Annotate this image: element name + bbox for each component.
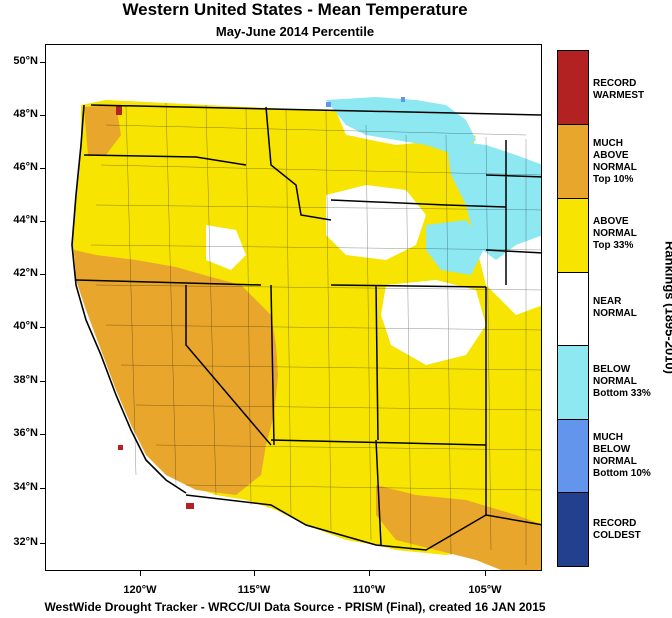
legend-title: Rankings (1895-2010): [662, 241, 672, 374]
lat-label: 42°N: [13, 267, 38, 279]
legend-swatch-much-below-normal: [558, 420, 588, 493]
lat-tick: [40, 115, 45, 116]
lat-tick: [40, 274, 45, 275]
lat-tick: [40, 543, 45, 544]
temperature-percentile-map: [46, 45, 541, 570]
legend-label-below-normal: BELOW NORMAL Bottom 33%: [593, 364, 651, 399]
county-boundaries: [90, 102, 541, 565]
map-panel: [45, 44, 542, 571]
lat-label: 34°N: [13, 481, 38, 493]
lat-tick: [40, 327, 45, 328]
legend-swatch-near-normal: [558, 273, 588, 346]
lon-tick: [369, 571, 370, 576]
legend-label-above-normal: ABOVE NORMAL Top 33%: [593, 216, 637, 251]
lon-label: 120°W: [123, 584, 157, 596]
lon-label: 110°W: [352, 584, 386, 596]
legend-swatch-above-normal: [558, 199, 588, 273]
lat-tick: [40, 168, 45, 169]
much-above-normal-region-southwest: [376, 485, 541, 570]
much-above-normal-region-wa: [84, 105, 121, 155]
record-warmest-spot: [118, 445, 123, 450]
near-normal-region-colorado: [381, 280, 486, 365]
lat-label: 44°N: [13, 214, 38, 226]
lat-label: 36°N: [13, 427, 38, 439]
legend-colorbar: [557, 50, 589, 567]
coastline: [71, 104, 187, 494]
legend-label-near-normal: NEAR NORMAL: [593, 296, 637, 319]
footer-credit: WestWide Drought Tracker - WRCC/UI Data …: [44, 600, 546, 614]
lon-label: 105°W: [468, 584, 502, 596]
record-warmest-spot: [186, 503, 194, 509]
legend-swatch-record-warmest: [558, 51, 588, 125]
lat-label: 40°N: [13, 320, 38, 332]
lat-label: 38°N: [13, 374, 38, 386]
legend-label-record-warmest: RECORD WARMEST: [593, 78, 645, 101]
lat-label: 46°N: [13, 161, 38, 173]
lat-tick: [40, 221, 45, 222]
map-title: Western United States - Mean Temperature: [122, 0, 468, 19]
lat-tick: [40, 381, 45, 382]
legend-swatch-record-coldest: [558, 493, 588, 566]
legend-label-much-below-normal: MUCH BELOW NORMAL Bottom 10%: [593, 432, 651, 479]
lat-label: 32°N: [13, 536, 38, 548]
lat-label: 48°N: [13, 108, 38, 120]
map-subtitle: May-June 2014 Percentile: [215, 24, 375, 39]
much-below-normal-spot: [326, 102, 331, 107]
lon-tick: [140, 571, 141, 576]
lon-tick: [254, 571, 255, 576]
legend-label-much-above-normal: MUCH ABOVE NORMAL Top 10%: [593, 138, 637, 185]
state-boundaries: [75, 104, 541, 551]
legend-swatch-below-normal: [558, 346, 588, 420]
lat-tick: [40, 62, 45, 63]
legend-label-record-coldest: RECORD COLDEST: [593, 518, 641, 541]
record-warmest-spot: [116, 105, 122, 115]
much-above-normal-region-nevada: [186, 290, 251, 375]
lat-tick: [40, 488, 45, 489]
lon-label: 115°W: [237, 584, 271, 596]
lon-tick: [485, 571, 486, 576]
lat-tick: [40, 434, 45, 435]
legend-swatch-much-above-normal: [558, 125, 588, 199]
below-normal-region-wyoming: [426, 220, 486, 275]
below-normal-region-dakotas: [446, 140, 541, 260]
lat-label: 50°N: [13, 55, 38, 67]
near-normal-region-nevada: [206, 225, 246, 270]
much-below-normal-spot: [401, 97, 405, 102]
